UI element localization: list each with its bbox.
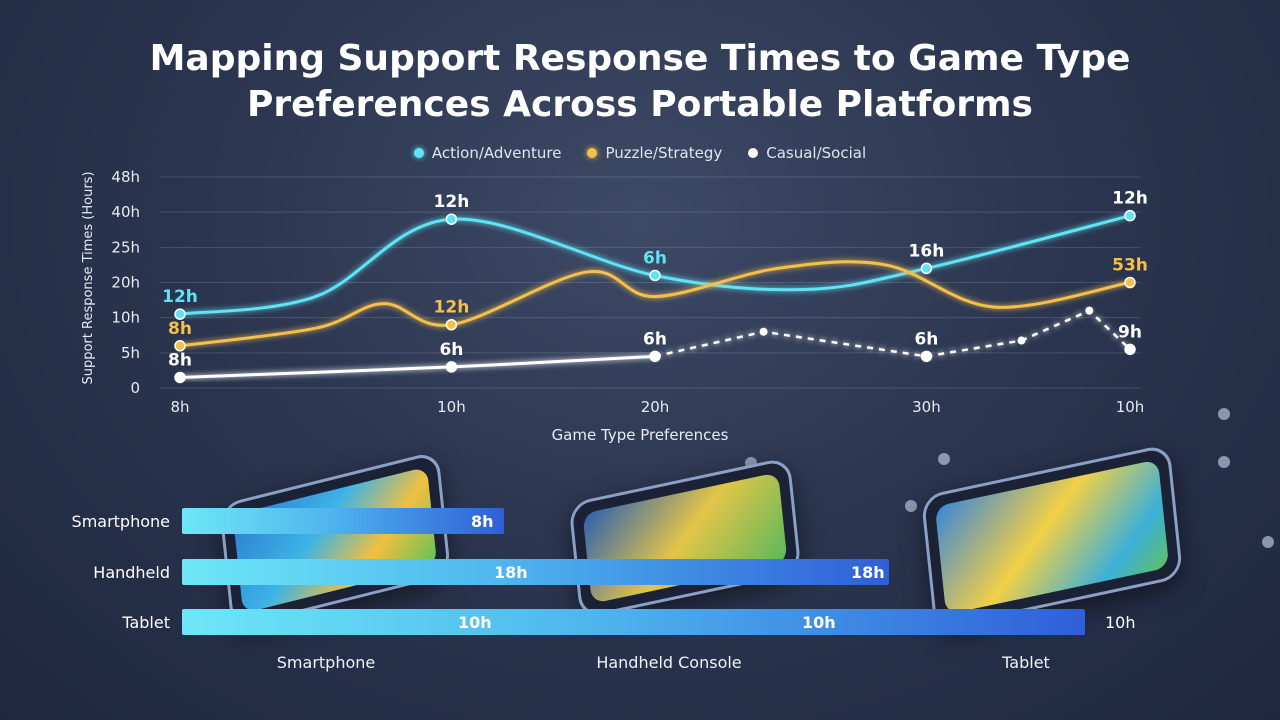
data-label: 6h: [643, 329, 667, 349]
chart-title: Mapping Support Response Times to Game T…: [0, 36, 1280, 128]
legend-swatch-casual: [748, 148, 759, 158]
series-casual: 8h 6h 6h 6h 9h: [168, 306, 1142, 384]
y-tick-label: 0: [130, 379, 140, 397]
x-tick-label: 30h: [912, 398, 941, 416]
data-label: 16h: [909, 241, 945, 261]
series-action: 12h 12h 6h 16h 12h: [162, 189, 1148, 320]
data-point: [174, 340, 186, 352]
legend-label-casual: Casual/Social: [766, 144, 867, 162]
legend-item-casual: Casual/Social: [748, 144, 866, 162]
legend-item-action: Action/Adventure: [413, 144, 562, 162]
data-point: [445, 318, 458, 331]
legend: Action/Adventure Puzzle/Strategy Casual/…: [0, 144, 1280, 162]
data-point: [1017, 336, 1026, 345]
x-tick-label: 8h: [170, 398, 189, 416]
title-line-2: Preferences Across Portable Platforms: [247, 84, 1033, 125]
network-node: [1262, 536, 1274, 548]
data-point: [445, 361, 458, 373]
x-tick-label: 20h: [641, 398, 670, 416]
series-line-dashed: [654, 309, 1131, 358]
legend-swatch-action: [413, 148, 424, 158]
legend-swatch-puzzle: [587, 148, 598, 158]
x-tick-label: 10h: [1116, 398, 1145, 416]
data-label: 6h: [914, 329, 938, 349]
data-point: [174, 371, 186, 384]
y-axis-title: Support Response Times (Hours): [81, 171, 96, 384]
y-tick-label: 25h: [111, 238, 140, 256]
data-point: [445, 213, 458, 225]
network-node: [938, 453, 950, 465]
legend-label-action: Action/Adventure: [431, 144, 562, 162]
data-label: 9h: [1118, 322, 1142, 342]
y-tick-label: 48h: [111, 168, 140, 186]
data-label: 6h: [439, 340, 463, 360]
series-puzzle: 8h 12h 53h: [168, 256, 1148, 352]
data-point: [759, 327, 768, 336]
data-label: 6h: [643, 248, 667, 268]
data-point: [920, 262, 933, 275]
data-point: [174, 308, 186, 320]
data-point: [1124, 276, 1136, 289]
data-point: [1124, 343, 1136, 356]
data-point: [649, 350, 661, 363]
data-point: [1124, 209, 1136, 222]
title-line-1: Mapping Support Response Times to Game T…: [149, 38, 1131, 79]
x-axis-title: Game Type Preferences: [552, 426, 729, 444]
data-point: [1085, 306, 1094, 315]
platform-label-handheld: Handheld Console: [596, 653, 742, 672]
data-label: 8h: [168, 319, 192, 339]
platform-label-smartphone: Smartphone: [276, 653, 376, 672]
data-point: [649, 269, 661, 282]
data-label: 12h: [1112, 189, 1148, 209]
network-node: [1218, 456, 1230, 468]
y-tick-label: 40h: [111, 203, 140, 221]
y-tick-label: 5h: [121, 344, 140, 362]
data-label: 8h: [168, 350, 192, 370]
data-label: 12h: [434, 298, 470, 318]
x-tick-label: 10h: [437, 398, 466, 416]
series-line: [179, 260, 1131, 348]
legend-label-puzzle: Puzzle/Strategy: [605, 144, 723, 162]
data-label: 53h: [1112, 256, 1148, 276]
network-node: [1218, 408, 1230, 420]
legend-item-puzzle: Puzzle/Strategy: [587, 144, 722, 162]
data-label: 12h: [434, 192, 470, 212]
series-line-solid: [179, 354, 656, 379]
y-tick-label: 10h: [111, 309, 140, 327]
platform-label-tablet: Tablet: [1002, 653, 1050, 672]
network-node: [905, 500, 917, 512]
data-label: 12h: [162, 287, 198, 307]
y-tick-label: 20h: [111, 274, 140, 292]
data-point: [920, 350, 933, 363]
